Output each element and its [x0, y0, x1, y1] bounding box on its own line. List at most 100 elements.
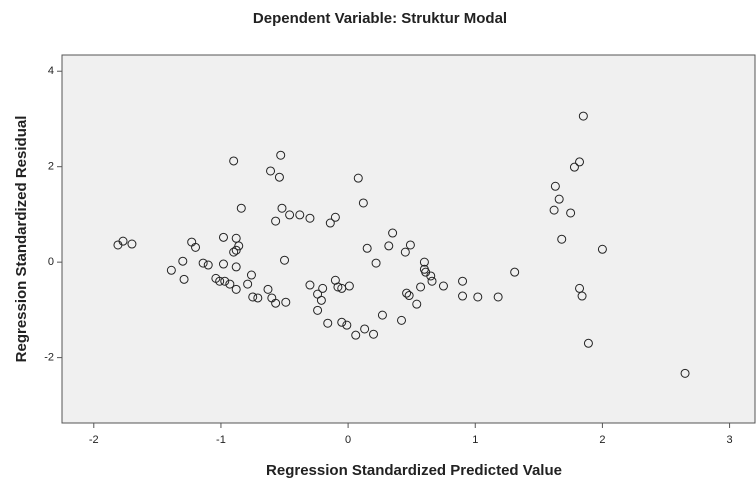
point — [419, 257, 429, 267]
point — [569, 162, 579, 172]
point — [360, 324, 370, 334]
point — [550, 181, 560, 191]
point — [416, 282, 426, 292]
y-tick-label: 2 — [48, 161, 54, 173]
point — [305, 280, 315, 290]
point — [404, 291, 414, 301]
point — [266, 166, 276, 176]
point — [402, 288, 412, 298]
point — [127, 239, 137, 249]
x-tick-label: 0 — [345, 434, 351, 446]
point — [597, 244, 607, 254]
point — [253, 293, 263, 303]
point — [384, 241, 394, 251]
point — [493, 292, 503, 302]
point — [330, 275, 340, 285]
point — [246, 270, 256, 280]
point — [557, 234, 567, 244]
point — [203, 260, 213, 270]
y-tick-label: 0 — [48, 256, 54, 268]
point — [271, 216, 281, 226]
point — [313, 305, 323, 315]
point — [344, 281, 354, 291]
chart-title: Dependent Variable: Struktur Modal — [253, 10, 507, 27]
point — [179, 274, 189, 284]
point — [248, 292, 258, 302]
point — [362, 243, 372, 253]
point — [231, 262, 241, 272]
point — [578, 111, 588, 121]
point — [305, 213, 315, 223]
point — [458, 276, 468, 286]
point — [554, 194, 564, 204]
point — [243, 279, 253, 289]
point — [369, 329, 379, 339]
point — [276, 150, 286, 160]
point — [566, 208, 576, 218]
x-tick-label: -1 — [216, 434, 226, 446]
point — [400, 247, 410, 257]
y-tick-label: 4 — [48, 65, 54, 77]
point — [280, 255, 290, 265]
point — [337, 317, 347, 327]
x-tick-label: 3 — [727, 434, 733, 446]
x-axis-label: Regression Standardized Predicted Value — [266, 462, 562, 479]
point — [236, 203, 246, 213]
point — [229, 156, 239, 166]
point — [583, 338, 593, 348]
point — [680, 368, 690, 378]
point — [427, 276, 437, 286]
point — [225, 279, 235, 289]
point — [405, 240, 415, 250]
plot-area — [61, 54, 756, 424]
point — [330, 212, 340, 222]
point — [281, 297, 291, 307]
point — [575, 157, 585, 167]
point — [274, 172, 284, 182]
point — [388, 228, 398, 238]
point — [295, 210, 305, 220]
point — [438, 281, 448, 291]
y-tick-label: -2 — [44, 352, 54, 364]
point — [198, 258, 208, 268]
point — [218, 259, 228, 269]
y-axis-label: Regression Standardized Residual — [13, 116, 30, 363]
point — [351, 330, 361, 340]
point — [577, 291, 587, 301]
x-tick-label: -2 — [89, 434, 99, 446]
point — [358, 198, 368, 208]
point — [342, 320, 352, 330]
point — [333, 282, 343, 292]
point — [263, 284, 273, 294]
point — [220, 276, 230, 286]
point — [218, 232, 228, 242]
point — [397, 315, 407, 325]
point — [231, 284, 241, 294]
point — [178, 256, 188, 266]
point — [323, 318, 333, 328]
point — [353, 173, 363, 183]
point — [215, 276, 225, 286]
point — [325, 218, 335, 228]
point — [377, 310, 387, 320]
point — [231, 245, 241, 255]
point — [118, 236, 128, 246]
x-tick-label: 1 — [472, 434, 478, 446]
point — [191, 242, 201, 252]
x-tick-label: 2 — [599, 434, 605, 446]
point — [426, 271, 436, 281]
point — [316, 295, 326, 305]
point — [277, 203, 287, 213]
point — [371, 258, 381, 268]
point — [271, 298, 281, 308]
point — [412, 299, 422, 309]
point — [510, 267, 520, 277]
point — [285, 210, 295, 220]
point — [166, 265, 176, 275]
point — [234, 241, 244, 251]
point — [458, 291, 468, 301]
point — [318, 283, 328, 293]
point — [549, 205, 559, 215]
